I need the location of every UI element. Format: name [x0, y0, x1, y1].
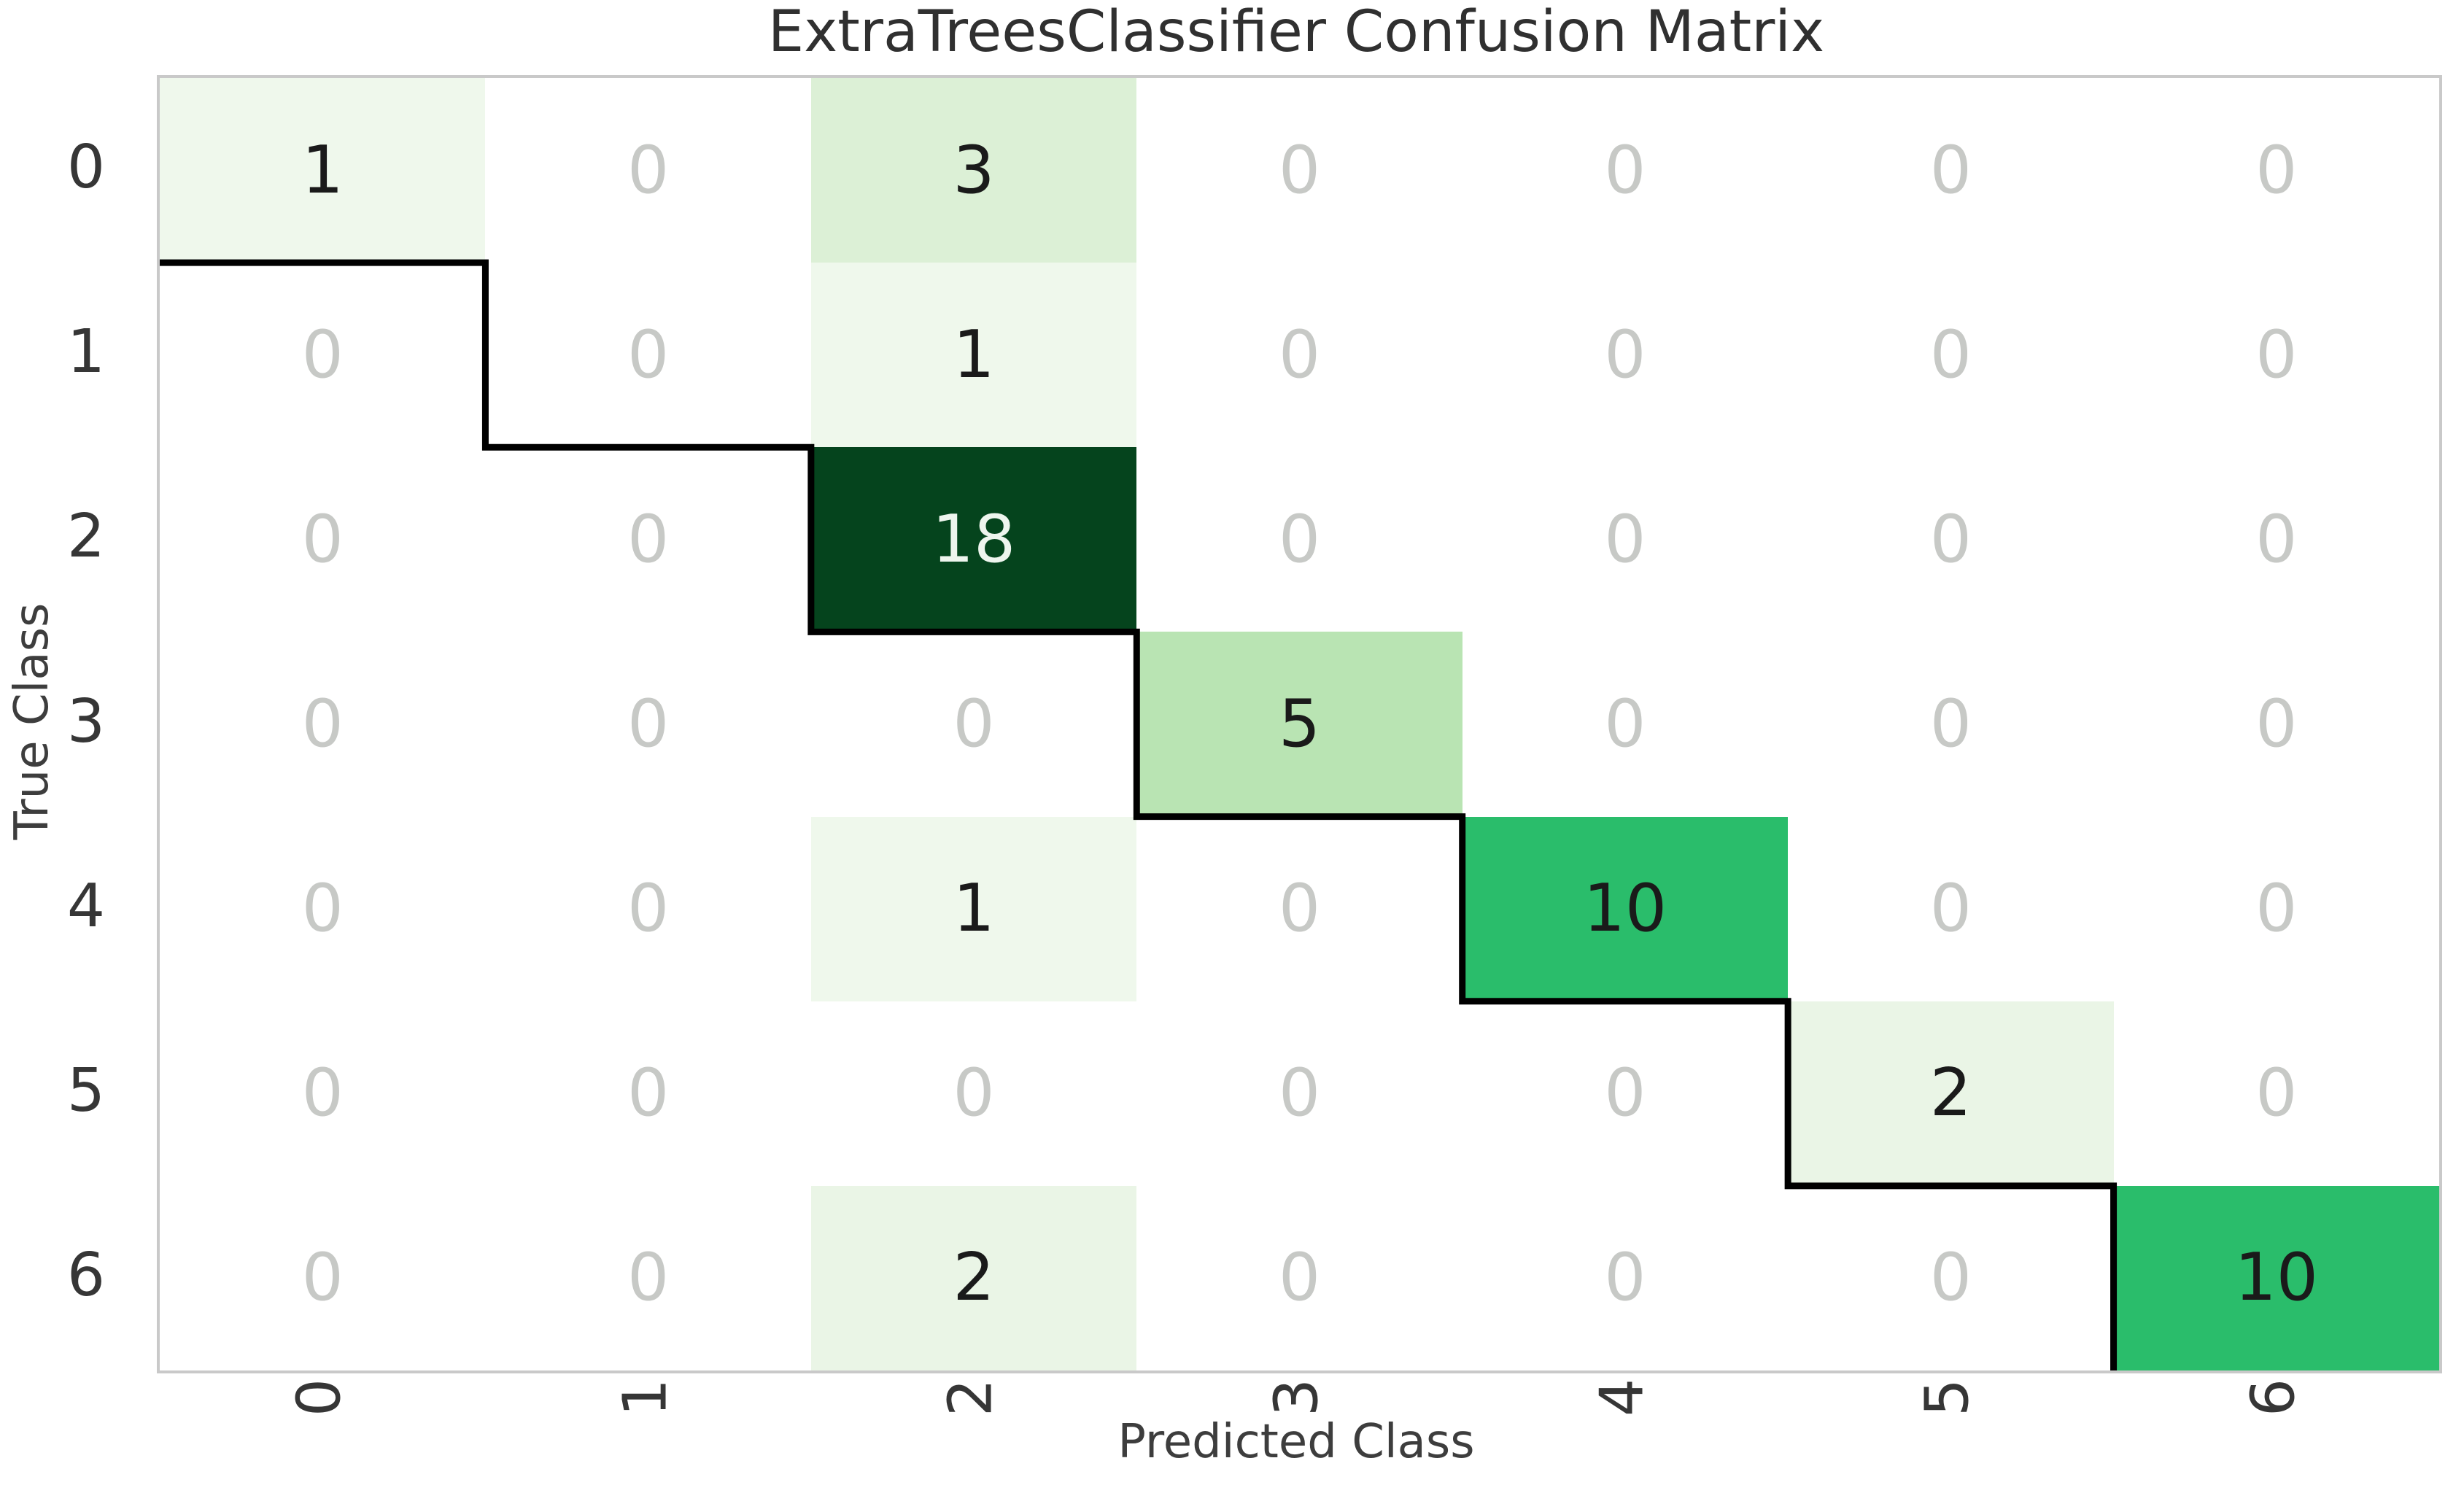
matrix-cell-r5c1: 0 [485, 1001, 811, 1186]
matrix-cell-r0c1: 0 [485, 78, 811, 263]
matrix-cell-r0c2: 3 [810, 78, 1137, 263]
matrix-cell-r5c3: 0 [1136, 1001, 1462, 1186]
x-tick-label-4: 4 [1587, 1378, 1657, 1417]
matrix-cell-r1c4: 0 [1462, 263, 1789, 448]
matrix-cell-r1c1: 0 [485, 263, 811, 448]
matrix-cell-r6c5: 0 [1788, 1185, 2114, 1370]
y-tick-label-4: 4 [66, 871, 105, 941]
y-tick-label-6: 6 [66, 1240, 105, 1310]
x-tick-label-2: 2 [936, 1378, 1006, 1417]
matrix-cell-r4c1: 0 [485, 816, 811, 1001]
matrix-cell-r1c2: 1 [810, 263, 1137, 448]
matrix-cell-r6c6: 10 [2113, 1185, 2439, 1370]
matrix-cell-r4c6: 0 [2113, 816, 2439, 1001]
matrix-cell-r5c4: 0 [1462, 1001, 1789, 1186]
matrix-cell-r2c2: 18 [810, 447, 1137, 632]
matrix-cell-r6c3: 0 [1136, 1185, 1462, 1370]
y-tick-label-2: 2 [66, 502, 105, 572]
y-tick-label-5: 5 [66, 1055, 105, 1125]
matrix-cell-r0c0: 1 [160, 78, 486, 263]
matrix-cell-r6c0: 0 [160, 1185, 486, 1370]
x-tick-label-6: 6 [2239, 1378, 2309, 1417]
matrix-cell-r4c4: 10 [1462, 816, 1789, 1001]
x-tick-label-3: 3 [1262, 1378, 1331, 1417]
matrix-cell-r0c4: 0 [1462, 78, 1789, 263]
matrix-cell-r3c2: 0 [810, 632, 1137, 817]
matrix-cell-r0c5: 0 [1788, 78, 2114, 263]
matrix-cell-r1c0: 0 [160, 263, 486, 448]
matrix-cell-r5c6: 0 [2113, 1001, 2439, 1186]
matrix-cell-r2c6: 0 [2113, 447, 2439, 632]
matrix-cell-r3c4: 0 [1462, 632, 1789, 817]
matrix-cell-r4c2: 1 [810, 816, 1137, 1001]
y-axis-label: True Class [5, 602, 59, 840]
matrix-cell-r5c2: 0 [810, 1001, 1137, 1186]
matrix-cell-r3c3: 5 [1136, 632, 1462, 817]
matrix-cell-grid: 1 0 3 0 0 0 0 0 0 1 0 0 0 0 0 0 18 0 0 0 0 0 0 0 5 0 0 0 0 0 1 0 10 0 0 0 0 0… [160, 78, 2439, 1370]
y-tick-label-3: 3 [66, 686, 105, 756]
matrix-cell-r1c5: 0 [1788, 263, 2114, 448]
matrix-cell-r5c5: 2 [1788, 1001, 2114, 1186]
matrix-cell-r3c1: 0 [485, 632, 811, 817]
matrix-cell-r6c4: 0 [1462, 1185, 1789, 1370]
matrix-cell-r4c3: 0 [1136, 816, 1462, 1001]
y-tick-label-1: 1 [66, 317, 105, 387]
matrix-cell-r6c1: 0 [485, 1185, 811, 1370]
plot-area: 1 0 3 0 0 0 0 0 0 1 0 0 0 0 0 0 18 0 0 0 0 0 0 0 5 0 0 0 0 0 1 0 10 0 0 0 0 0… [157, 75, 2442, 1373]
matrix-cell-r0c6: 0 [2113, 78, 2439, 263]
matrix-cell-r1c6: 0 [2113, 263, 2439, 448]
x-tick-label-1: 1 [611, 1378, 681, 1417]
matrix-cell-r6c2: 2 [810, 1185, 1137, 1370]
matrix-cell-r3c5: 0 [1788, 632, 2114, 817]
matrix-cell-r2c1: 0 [485, 447, 811, 632]
matrix-cell-r2c3: 0 [1136, 447, 1462, 632]
matrix-cell-r4c0: 0 [160, 816, 486, 1001]
x-axis-label: Predicted Class [1117, 1415, 1475, 1469]
x-tick-label-0: 0 [284, 1378, 355, 1417]
matrix-cell-r2c0: 0 [160, 447, 486, 632]
matrix-cell-r2c4: 0 [1462, 447, 1789, 632]
y-axis-ticks: 0 1 2 3 4 5 6 [0, 75, 131, 1368]
chart-title: ExtraTreesClassifier Confusion Matrix [767, 0, 1825, 65]
matrix-cell-r3c6: 0 [2113, 632, 2439, 817]
matrix-cell-r0c3: 0 [1136, 78, 1462, 263]
y-tick-label-0: 0 [66, 133, 105, 203]
matrix-cell-r1c3: 0 [1136, 263, 1462, 448]
matrix-cell-r3c0: 0 [160, 632, 486, 817]
matrix-cell-r5c0: 0 [160, 1001, 486, 1186]
matrix-cell-r2c5: 0 [1788, 447, 2114, 632]
x-tick-label-5: 5 [1913, 1378, 1983, 1417]
matrix-cell-r4c5: 0 [1788, 816, 2114, 1001]
